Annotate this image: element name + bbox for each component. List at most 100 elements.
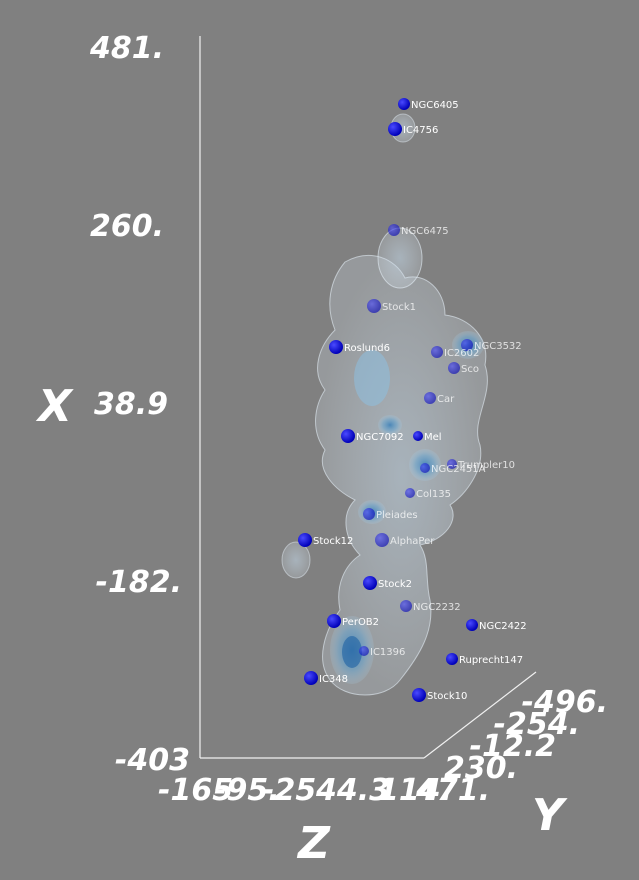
y-tick-label: 230. [444,751,518,786]
cluster-marker: NGC2422 [466,619,527,632]
cluster-label: Roslund6 [344,343,390,354]
cluster-marker: NGC6405 [398,98,459,111]
y-tick-label: 471. [415,773,490,808]
cluster-marker: Stock1 [367,299,416,313]
cluster-point [424,392,436,404]
cluster-label: NGC2451A [431,464,486,475]
cluster-marker: IC4756 [388,122,438,136]
cluster-point [388,122,402,136]
cluster-point [405,488,415,498]
cluster-label: NGC3532 [474,341,522,352]
density-core-side [378,415,402,435]
cluster-label: Sco [461,364,479,375]
x-tick-label: 481. [89,31,164,66]
y-axis-title: Y [532,790,568,841]
cluster-label: PerOB2 [342,617,379,628]
cluster-label: AlphaPer [390,536,435,547]
cluster-label: Car [437,394,455,405]
cluster-marker: NGC2232 [400,600,461,613]
cluster-label: IC348 [319,674,348,685]
cluster-marker: NGC3532 [461,339,522,352]
cluster-marker: Stock2 [363,576,412,590]
cluster-label: Ruprecht147 [459,655,523,666]
cluster-point [447,459,457,469]
cluster-point [363,508,375,520]
cluster-point [363,576,377,590]
density-core-upper [354,350,390,406]
x-axis-title: X [35,381,74,432]
cluster-marker: Sco [448,362,479,375]
cluster-point [448,362,460,374]
density-shell-side [281,541,311,579]
y-axis-line [423,671,537,759]
cluster-label: NGC7092 [356,432,404,443]
cluster-label: Stock10 [427,691,467,702]
cluster-point [304,671,318,685]
cluster-marker: Ruprecht147 [446,653,523,666]
density-isosurface [281,113,488,696]
z-tick-label: -165 [158,773,233,808]
x-tick-label: -403 [115,743,190,778]
cluster-marker: Car [424,392,455,405]
x-tick-label: 260. [90,209,164,244]
cluster-marker: Trumpler10 [447,459,515,471]
cluster-marker: Stock12 [298,533,353,547]
cluster-marker: PerOB2 [327,614,379,628]
cluster-label: IC1396 [370,647,405,658]
density-core-perseus-inner [342,636,362,668]
x-tick-label: -182. [96,565,182,600]
cluster-point [359,646,369,656]
cluster-point [461,339,473,351]
cluster-marker: AlphaPer [375,533,435,547]
cluster-point [400,600,412,612]
cluster-label: IC4756 [403,125,438,136]
cluster-point [420,463,430,473]
cluster-point [446,653,458,665]
cluster-marker: IC348 [304,671,348,685]
cluster-point [327,614,341,628]
z-tick-label: -95. [214,773,280,808]
cluster-label: Trumpler10 [457,460,515,471]
cluster-marker: Pleiades [363,508,418,521]
y-tick-label: -254. [494,707,580,742]
z-tick-label: 114. [378,773,452,808]
cluster-markers: NGC6405 IC4756 NGC6475 Stock1 Roslund6 NGC353… [298,98,527,702]
cluster-label: NGC6405 [411,100,459,111]
axes-frame: 481. 260. 38.9 -182. -403 -496.-254.-12.2230… [89,31,608,808]
cluster-point [398,98,410,110]
y-tick-label: -12.2 [470,729,556,764]
cluster-label: NGC2422 [479,621,527,632]
cluster-marker: Roslund6 [329,340,390,354]
cluster-point [388,224,400,236]
cluster-point [412,688,426,702]
cluster-point [413,431,423,441]
cluster-label: NGC2232 [413,602,461,613]
cluster-point [298,533,312,547]
z-axis-title: Z [296,818,331,869]
cluster-marker: Col135 [405,488,451,500]
cluster-point [375,533,389,547]
cluster-marker: NGC7092 [341,429,404,443]
x-tick-label: 38.9 [94,387,168,422]
cluster-label: Stock2 [378,579,412,590]
cluster-point [431,346,443,358]
cluster-label: Mel [424,432,442,443]
cluster-point [341,429,355,443]
cluster-marker: IC2602 [431,346,479,359]
cluster-marker: Mel [413,431,442,443]
cluster-point [466,619,478,631]
density-shell-top [377,227,423,289]
cluster-label: Col135 [416,489,451,500]
cluster-label: NGC6475 [401,226,449,237]
cluster-point [329,340,343,354]
cluster-marker: Stock10 [412,688,467,702]
cluster-marker: NGC2451A [420,463,486,475]
cluster-label: IC2602 [444,348,479,359]
y-tick-label: -496. [522,685,608,720]
cluster-point [367,299,381,313]
cluster-label: Pleiades [376,510,418,521]
cluster-label: Stock12 [313,536,353,547]
z-tick-label: -25 [262,773,316,808]
cluster-marker: NGC6475 [388,224,449,237]
